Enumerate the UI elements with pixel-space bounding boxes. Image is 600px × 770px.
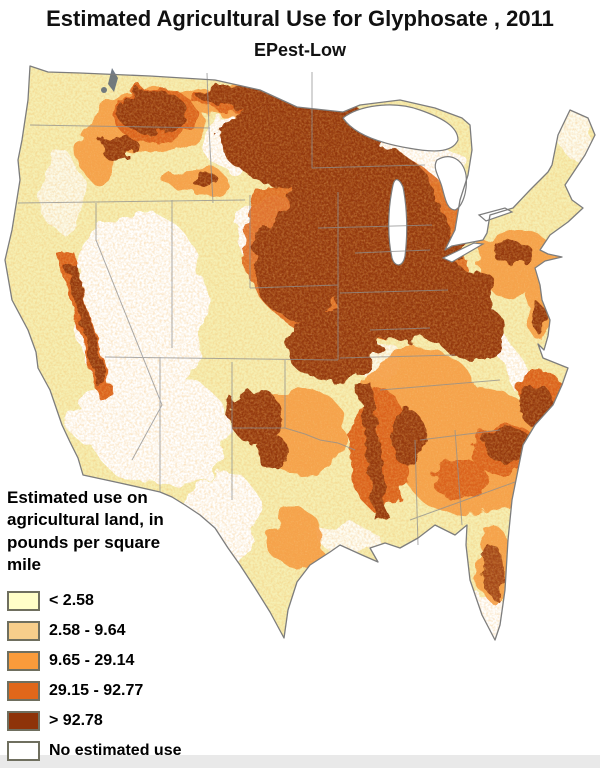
map-title: Estimated Agricultural Use for Glyphosat… — [46, 6, 554, 31]
map-legend: Estimated use on agricultural land, in p… — [7, 487, 197, 770]
state-borders — [17, 72, 516, 546]
legend-swatch — [7, 680, 40, 701]
legend-label: < 2.58 — [49, 591, 94, 609]
legend-items: < 2.58 2.58 - 9.64 9.65 - 29.14 29.15 - … — [7, 590, 197, 762]
legend-label: No estimated use — [49, 741, 182, 759]
legend-item: 2.58 - 9.64 — [7, 620, 197, 642]
legend-swatch — [7, 620, 40, 641]
lake-huron-shape — [434, 156, 467, 211]
legend-label: 9.65 - 29.14 — [49, 651, 135, 669]
legend-item: < 2.58 — [7, 590, 197, 612]
lake-superior-shape — [342, 104, 459, 152]
lake-erie-shape — [441, 242, 485, 263]
great-lakes — [342, 104, 514, 266]
legend-heading: Estimated use on agricultural land, in p… — [7, 488, 164, 575]
legend-item: 9.65 - 29.14 — [7, 650, 197, 672]
legend-label: > 92.78 — [49, 711, 103, 729]
legend-swatch — [7, 710, 40, 731]
footer-strip — [0, 755, 600, 768]
legend-label: 29.15 - 92.77 — [49, 681, 144, 699]
legend-item: 29.15 - 92.77 — [7, 680, 197, 702]
us-choropleth-map — [4, 65, 596, 641]
legend-item: > 92.78 — [7, 710, 197, 732]
legend-swatch — [7, 740, 40, 761]
legend-swatch — [7, 590, 40, 611]
legend-label: 2.58 - 9.64 — [49, 621, 126, 639]
legend-swatch — [7, 650, 40, 671]
map-container — [0, 60, 600, 652]
lake-michigan-shape — [388, 179, 408, 266]
map-subtitle: EPest-Low — [253, 40, 346, 60]
legend-item: No estimated use — [7, 740, 197, 762]
